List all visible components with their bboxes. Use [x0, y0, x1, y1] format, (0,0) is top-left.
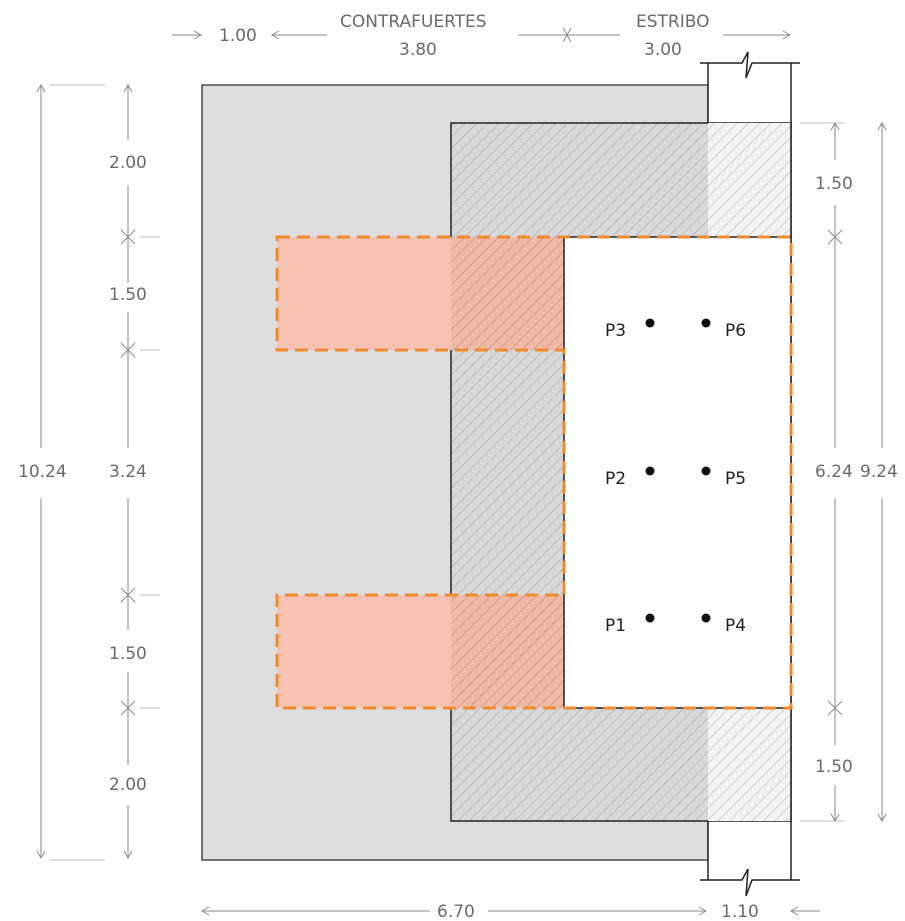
dim-bottom-width: 6.70 [437, 902, 475, 921]
top-dimensions: 1.00 CONTRAFUERTES 3.80 ESTRIBO 3.00 [172, 12, 792, 60]
dim-left-seg-3: 3.24 [109, 462, 147, 482]
point-label-p3: P3 [605, 321, 626, 341]
point-marker-p1 [645, 613, 655, 623]
point-label-p6: P6 [725, 321, 746, 341]
dim-right-outer: 9.24 [860, 462, 898, 482]
buttress-zone-bottom [277, 595, 451, 708]
right-dimensions: 1.50 6.24 1.50 9.24 [800, 121, 898, 823]
dim-right-top: 1.50 [815, 174, 853, 194]
estribo-label: ESTRIBO [636, 12, 710, 32]
point-marker-p2 [645, 466, 655, 476]
point-label-p4: P4 [725, 616, 746, 636]
point-marker-p6 [701, 318, 711, 328]
buttress-zone-top [277, 237, 451, 350]
dim-bottom-right: 1.10 [721, 902, 759, 921]
estribo-top-corner [708, 123, 791, 237]
dim-left-total: 10.24 [18, 462, 67, 482]
dim-left-seg-1: 2.00 [109, 153, 147, 173]
dim-right-bottom: 1.50 [815, 757, 853, 777]
point-label-p2: P2 [605, 469, 626, 489]
left-dimensions: 10.24 2.00 1.50 3.24 1.50 2.00 [18, 83, 160, 861]
point-label-p1: P1 [605, 616, 626, 636]
point-label-p5: P5 [725, 469, 746, 489]
point-marker-p3 [645, 318, 655, 328]
dim-estribo: 3.00 [644, 40, 682, 60]
dim-right-inner: 6.24 [815, 462, 853, 482]
point-marker-p5 [701, 466, 711, 476]
contrafuertes-label: CONTRAFUERTES [340, 12, 487, 32]
buttress-zone-top-hatched [451, 237, 564, 350]
dim-top-left: 1.00 [219, 26, 257, 46]
dim-contrafuertes: 3.80 [399, 40, 437, 60]
dim-left-seg-5: 2.00 [109, 775, 147, 795]
estribo-bottom-corner [708, 708, 791, 821]
bottom-dimensions: 6.70 1.10 [200, 902, 820, 921]
orange-dashed-outline [275, 235, 793, 710]
dim-left-seg-2: 1.50 [109, 285, 147, 305]
buttress-zone-bottom-hatched [451, 595, 564, 708]
points-group: P3 P6 P2 P5 P1 P4 [605, 318, 746, 636]
dim-left-seg-4: 1.50 [109, 644, 147, 664]
inner-opening [564, 237, 791, 708]
point-marker-p4 [701, 613, 711, 623]
break-line-bottom [700, 868, 800, 897]
break-line-top [700, 51, 800, 79]
